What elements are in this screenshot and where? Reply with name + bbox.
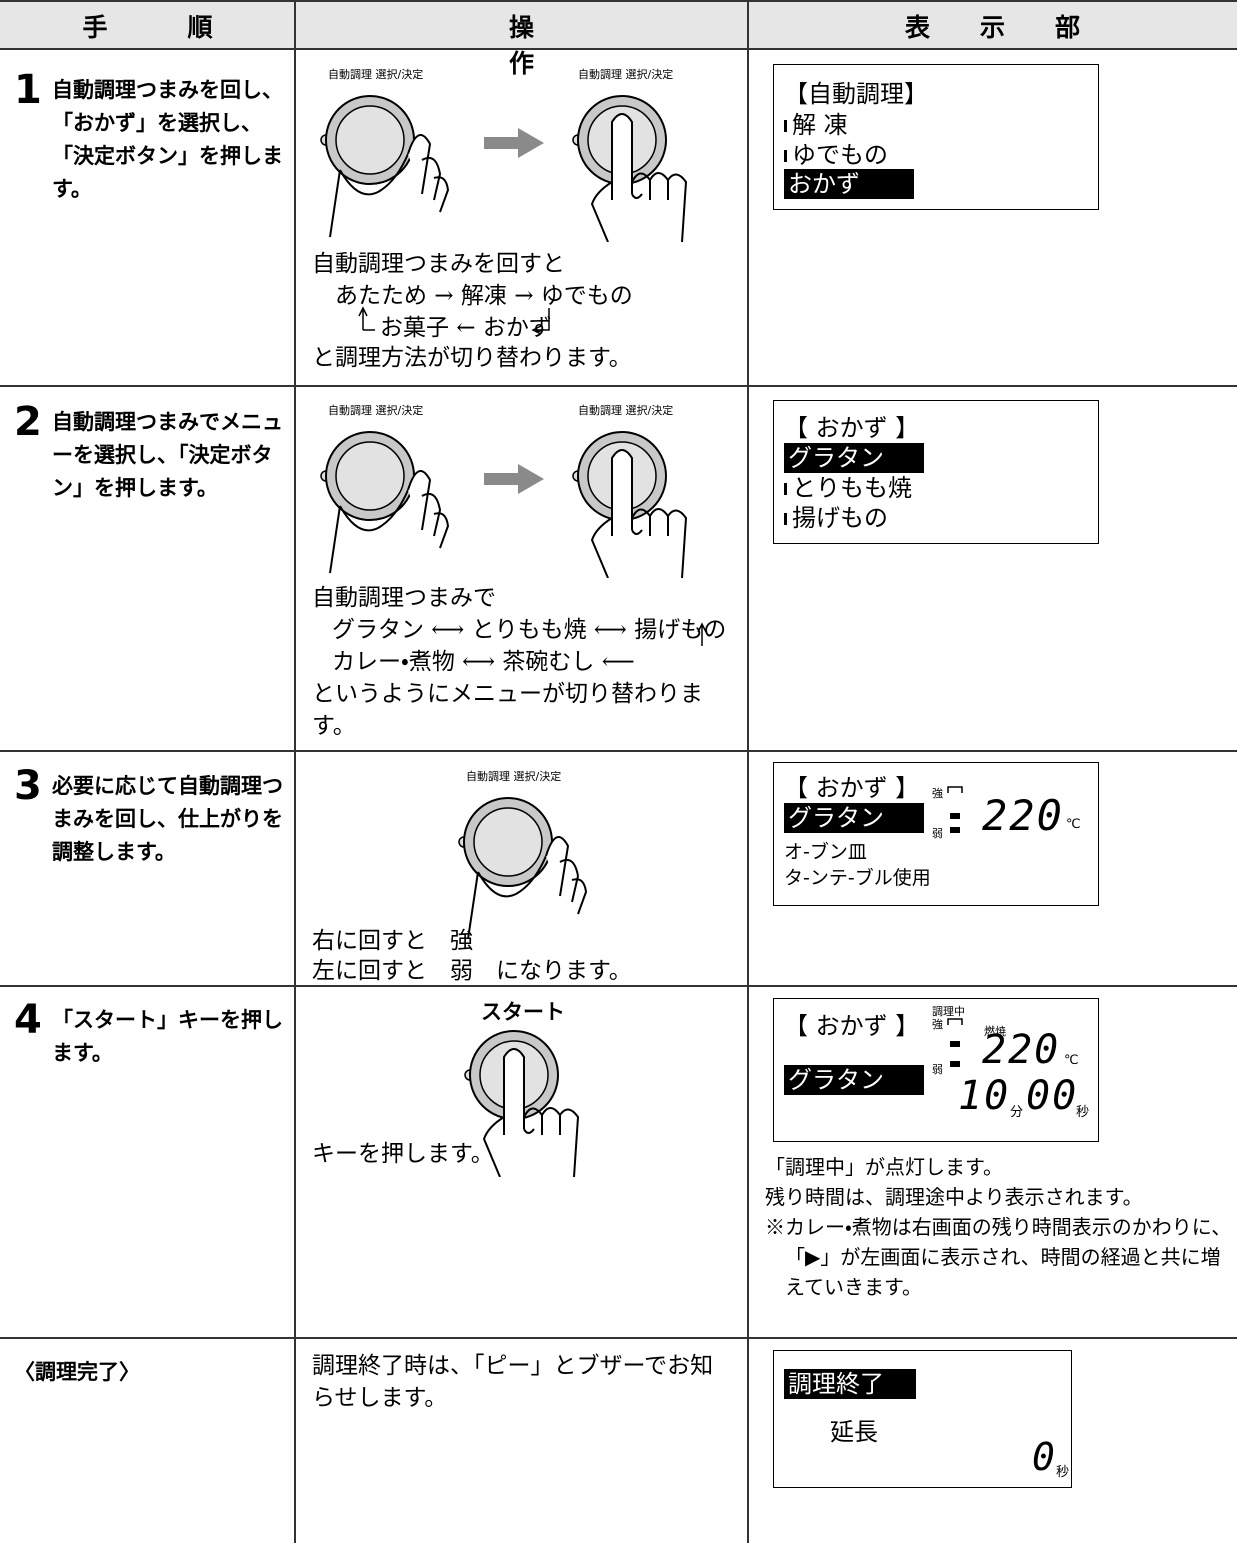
display-item: オ-ブン皿 [784,841,867,863]
display-title: 【 おかず 】 [784,774,920,802]
display-item: 延長 [830,1418,878,1446]
dial-turn-icon [318,418,478,578]
key-label: スタート [481,1000,565,1024]
column-rule [747,0,749,1543]
note: 残り時間は、調理途中より表示されます。 [765,1185,1143,1209]
column-rule [294,0,296,1543]
caption-line: キーを押します。 [312,1141,494,1167]
display-item: タ-ンテ-ブル使用 [784,867,931,889]
dial-turn-icon [456,784,616,944]
caption-line: あたため → 解凍 → ゆでもの [335,283,633,309]
temperature-unit: ℃ [1066,817,1081,832]
column-header: 表示部 [904,13,1130,42]
display-title: 【 おかず 】 [784,414,920,442]
display-panel: 【 おかず 】 グラタン 調理中 強 燃焼 弱 220 ℃ 10 分 00 秒 [773,998,1099,1142]
completion-label: 〈調理完了〉 [14,1360,140,1384]
note: ※カレー・煮物は右画面の残り時間表示のかわりに、「▶」が左画面に表示され、時間の… [765,1215,1232,1299]
column-header: 操作 [508,13,704,78]
temperature: 220 [982,1027,1061,1073]
display-item: ゆでもの [784,140,888,170]
display-panel: 調理終了 延長 0 秒 [773,1350,1072,1488]
display-item: 揚げもの [784,503,888,533]
arrow-icon [484,128,544,158]
seconds-unit: 秒 [1056,1465,1070,1480]
dial-label: 自動調理 選択/決定 [578,404,674,417]
dial-label: 自動調理 選択/決定 [328,68,424,81]
dial-press-icon [570,82,730,242]
display-item: とりもも焼 [784,473,912,503]
seconds-unit: 秒 [1076,1105,1090,1120]
display-item-selected: グラタン [784,803,924,833]
step-number: 3 [14,763,42,809]
caption-line: 右に回すと 強 [312,928,473,954]
caption-line: と調理方法が切り替わります。 [312,345,632,371]
seconds: 00 [1026,1073,1079,1119]
arrow-icon [484,464,544,494]
display-title: 【自動調理】 [784,80,928,108]
temperature: 220 [982,791,1064,840]
display-item: 解 凍 [784,110,848,140]
indicator: 強 [932,1018,943,1031]
caption-line: 自動調理つまみを回すと [312,251,565,277]
rule [0,0,1237,2]
display-panel: 【自動調理】 解 凍 ゆでもの おかず [773,64,1099,210]
dial-label: 自動調理 選択/決定 [328,404,424,417]
column-header: 手順 [82,13,293,42]
step-number: 4 [14,997,42,1043]
temperature-unit: ℃ [1064,1053,1079,1068]
completion-operation: 調理終了時は、「ピー」とブザーでお知らせします。 [312,1353,714,1411]
seconds: 0 [1032,1435,1057,1479]
indicator: 弱 [932,1063,943,1076]
dial-label: 自動調理 選択/決定 [466,770,562,783]
caption-line: グラタン ⟷ とりもも焼 ⟷ 揚げもの [332,617,727,643]
level-bars [947,786,963,833]
step-number: 1 [14,67,42,113]
rule [0,985,1237,987]
display-item-selected: グラタン [784,443,924,473]
minutes: 10 [958,1073,1011,1119]
display-title: 調理終了 [784,1369,916,1399]
rule [0,48,1237,50]
display-item-selected: グラタン [784,1065,924,1095]
indicator: 強 [932,787,943,800]
indicator: 燃焼 [984,1025,1006,1038]
header-background [0,0,1237,48]
indicator: 調理中 [932,1005,965,1018]
note: 「調理中」が点灯します。 [765,1155,1003,1179]
rule [0,1337,1237,1339]
rule [0,385,1237,387]
display-item-selected: おかず [784,169,914,199]
caption-line: 左に回すと 弱 になります。 [312,958,632,984]
dial-label: 自動調理 選択/決定 [578,68,674,81]
rule [0,750,1237,752]
caption-line: 自動調理つまみで [312,585,496,611]
display-title: 【 おかず 】 [784,1012,920,1040]
level-bars [947,1018,963,1067]
dial-turn-icon [318,82,478,242]
minutes-unit: 分 [1010,1105,1024,1120]
step-instruction: 「スタート」キーを押します。 [52,1008,283,1065]
display-panel: 【 おかず 】 グラタン とりもも焼 揚げもの [773,400,1099,544]
caption-line: お菓子 ← おかず [380,315,552,341]
step-instruction: 自動調理つまみでメニューを選択し、「決定ボタン」を押します。 [52,410,283,500]
cycle-arrow [697,622,707,646]
caption-line: カレー・煮物 ⟷ 茶碗むし ⟵ [332,649,635,675]
cycle-arrows [358,306,550,335]
step-instruction: 必要に応じて自動調理つまみを回し、仕上がりを調整します。 [52,774,283,864]
display-panel: 【 おかず 】 グラタン オ-ブン皿 タ-ンテ-ブル使用 強 弱 220 ℃ [773,762,1099,906]
indicator: 弱 [932,827,943,840]
dial-press-icon [570,418,730,578]
step-number: 2 [14,399,42,445]
caption-line: というようにメニューが切り替わります。 [312,681,703,739]
step-instruction: 自動調理つまみを回し、「おかず」を選択し、「決定ボタン」を押します。 [52,78,283,201]
